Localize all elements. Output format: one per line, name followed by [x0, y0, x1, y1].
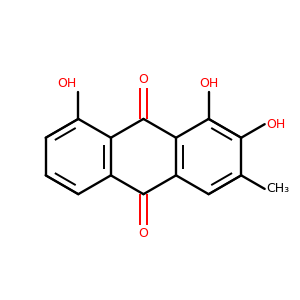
Text: OH: OH	[199, 77, 218, 90]
Text: O: O	[139, 74, 148, 86]
Text: OH: OH	[57, 77, 77, 90]
Text: OH: OH	[266, 118, 286, 131]
Text: O: O	[139, 227, 148, 240]
Text: CH₃: CH₃	[266, 182, 289, 195]
